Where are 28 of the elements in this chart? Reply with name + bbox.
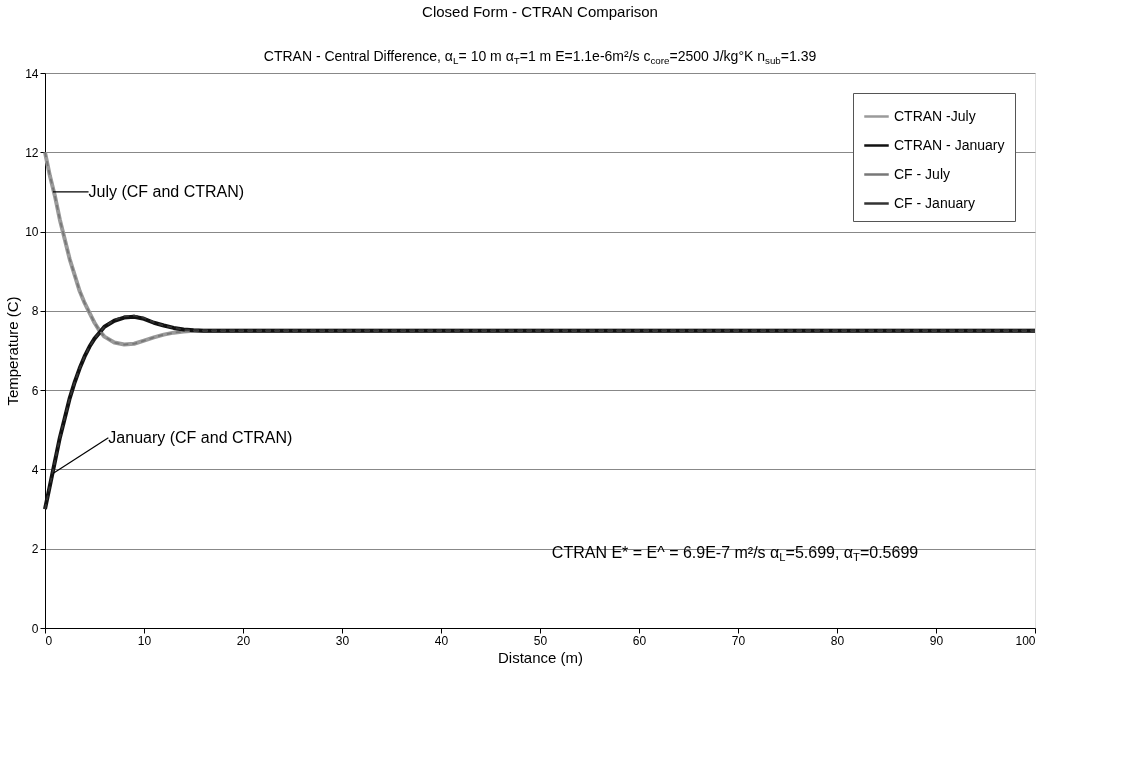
x-tick-label: 50	[533, 633, 548, 648]
annotation: July (CF and CTRAN)	[88, 182, 245, 200]
legend-label: CTRAN - January	[894, 136, 1005, 153]
y-tick-label: 8	[31, 304, 39, 319]
y-tick-label: 12	[25, 145, 39, 160]
legend-label: CTRAN -July	[894, 107, 976, 124]
legend-label: CF - January	[894, 194, 975, 211]
y-axis-title: Temperature (C)	[4, 296, 22, 406]
x-tick-label: 0	[45, 633, 53, 648]
chart-title: Closed Form - CTRAN Comparison	[422, 3, 658, 20]
y-tick-label: 0	[31, 621, 39, 636]
y-tick-label: 6	[31, 383, 39, 398]
x-tick-label: 60	[632, 633, 647, 648]
x-tick-label: 80	[830, 633, 845, 648]
x-tick-label: 90	[929, 633, 944, 648]
x-axis-title: Distance (m)	[497, 648, 584, 666]
y-tick-label: 10	[25, 225, 39, 240]
x-tick-label: 40	[434, 633, 449, 648]
y-tick-label: 2	[31, 542, 39, 557]
y-tick-label: 14	[25, 66, 39, 81]
y-tick-label: 4	[31, 462, 39, 477]
annotation: January (CF and CTRAN)	[108, 428, 293, 446]
x-tick-label: 20	[236, 633, 251, 648]
x-tick-label: 30	[335, 633, 350, 648]
legend-label: CF - July	[894, 165, 950, 182]
x-tick-label: 70	[731, 633, 746, 648]
x-tick-label: 10	[137, 633, 152, 648]
x-tick-label: 100	[1015, 633, 1036, 648]
